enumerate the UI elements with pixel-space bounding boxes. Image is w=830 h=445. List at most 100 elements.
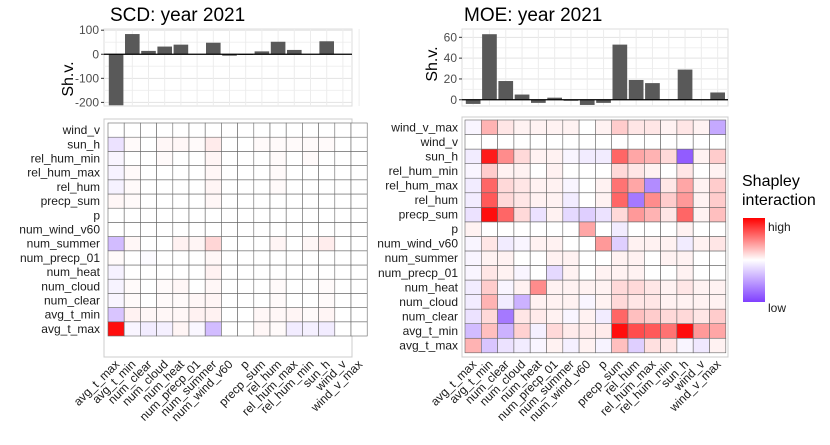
right-heatmap-cell: [497, 221, 515, 237]
left-heatmap-cell: [334, 193, 352, 209]
left-heatmap-cell: [172, 151, 190, 166]
left-heatmap-cell: [269, 321, 287, 337]
right-heatmap-cell: [464, 119, 482, 135]
right-heatmap-cell: [546, 221, 564, 237]
right-heatmap-cell: [562, 265, 580, 281]
left-heatmap-ylabel: avg_t_max: [41, 322, 100, 336]
left-heatmap-cell: [334, 165, 352, 181]
left-heatmap-cell: [204, 165, 222, 181]
right-heatmap-cell: [464, 192, 482, 208]
right-heatmap-cell: [595, 119, 613, 135]
right-heatmap-cell: [513, 323, 531, 339]
left-heatmap-cell: [253, 250, 271, 266]
right-heatmap-cell: [709, 207, 727, 223]
left-heatmap-cell: [188, 136, 206, 152]
right-heatmap-cell: [709, 192, 727, 208]
right-heatmap-cell: [497, 163, 515, 179]
right-heatmap-cell: [562, 177, 580, 194]
left-heatmap-cell: [285, 250, 303, 266]
right-heatmap-cell: [497, 294, 515, 310]
right-heatmap-cell: [660, 250, 678, 266]
right-heatmap-cell: [709, 294, 727, 310]
right-heatmap-cell: [562, 250, 580, 266]
left-bar-num_cloud: [157, 46, 172, 55]
right-heatmap-cell: [562, 221, 580, 237]
right-heatmap-cell: [643, 221, 661, 237]
right-heatmap-cell: [529, 294, 547, 310]
left-heatmap-cell: [188, 222, 206, 237]
right-heatmap-cell: [546, 207, 564, 223]
left-heatmap-cell: [188, 236, 206, 252]
right-heatmap-cell: [497, 177, 515, 194]
right-heatmap-cell: [660, 265, 678, 281]
right-heatmap-cell: [611, 337, 629, 354]
right-heatmap-cell: [660, 148, 678, 164]
right-heatmap-cell: [595, 207, 613, 223]
legend: Shapley interaction high low: [742, 173, 816, 315]
right-heatmap-cell: [660, 192, 678, 208]
left-heatmap-cell: [204, 321, 222, 337]
right-heatmap-ylabel: p: [451, 222, 458, 236]
left-heatmap-cell: [204, 307, 222, 323]
right-heatmap-cell: [546, 236, 564, 252]
left-heatmap-cell: [107, 122, 125, 138]
right-heatmap-cell: [643, 163, 661, 179]
left-heatmap-cell: [334, 122, 352, 138]
right-heatmap-cell: [497, 134, 515, 150]
right-heatmap-cell: [643, 308, 661, 324]
left-heatmap-cell: [253, 264, 271, 280]
left-heatmap-cell: [221, 207, 238, 223]
right-heatmap-cell: [529, 177, 547, 194]
right-heatmap-cell: [497, 207, 515, 223]
right-heatmap-cell: [643, 279, 661, 295]
right-heatmap-cell: [529, 250, 547, 266]
right-heatmap-cell: [529, 265, 547, 281]
left-heatmap-cell: [221, 193, 238, 209]
left-heatmap-cell: [107, 136, 125, 152]
left-heatmap-cell: [318, 250, 336, 266]
left-heatmap-cell: [188, 307, 206, 323]
right-heatmap-cell: [692, 294, 710, 310]
left-heatmap-cell: [156, 307, 174, 323]
left-heatmap-cell: [204, 122, 222, 138]
right-heatmap-cell: [578, 337, 596, 354]
right-heatmap-cell: [513, 207, 531, 223]
left-bar-sun_h: [319, 41, 334, 55]
right-heatmap-cell: [709, 119, 727, 135]
right-heatmap-ylabel: rel_hum: [415, 193, 458, 207]
right-heatmap-cell: [578, 192, 596, 208]
left-heatmap-cell: [334, 278, 352, 294]
right-heatmap-cell: [627, 236, 645, 252]
left-heatmap-cell: [285, 151, 303, 166]
right-heatmap-cell: [546, 294, 564, 310]
right-heatmap-cell: [660, 323, 678, 339]
left-heatmap-cell: [123, 236, 141, 252]
right-heatmap-cell: [578, 294, 596, 310]
left-heatmap-ylabel: num_heat: [47, 265, 101, 279]
right-heatmap-ylabel: num_cloud: [399, 295, 458, 309]
right-heatmap-cell: [464, 148, 482, 164]
left-heatmap-cell: [172, 222, 190, 237]
left-heatmap-cell: [140, 165, 157, 181]
right-heatmap-cell: [513, 192, 531, 208]
left-bar-rel_hum_max: [287, 49, 302, 55]
right-heatmap-cell: [480, 308, 498, 324]
right-heatmap-cell: [513, 236, 531, 252]
legend-title-line2: interaction: [742, 192, 816, 209]
right-heatmap-cell: [578, 148, 596, 164]
left-heatmap-ylabel: num_clear: [44, 294, 100, 308]
right-heatmap-cell: [709, 221, 727, 237]
left-bar-num_clear: [141, 50, 156, 55]
right-heatmap-cell: [660, 221, 678, 237]
left-heatmap-cell: [107, 264, 125, 280]
left-heatmap-cell: [285, 222, 303, 237]
left-heatmap-ylabel: precp_sum: [41, 194, 100, 208]
left-heatmap-cell: [318, 193, 336, 209]
left-heatmap-cell: [123, 264, 141, 280]
right-heatmap-cell: [643, 236, 661, 252]
left-bar-ytick-label: 100: [79, 23, 99, 37]
left-heatmap-cell: [285, 207, 303, 223]
left-heatmap-cell: [204, 151, 222, 166]
left-heatmap-cell: [204, 236, 222, 252]
left-heatmap-cell: [318, 151, 336, 166]
